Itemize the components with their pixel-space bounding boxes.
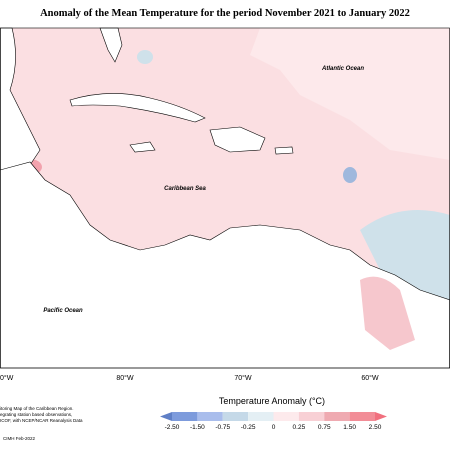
longitude-label: 0°W xyxy=(0,374,14,382)
legend-title: Temperature Anomaly (°C) xyxy=(219,396,325,406)
colorbar-tick-label: 0.25 xyxy=(293,424,306,431)
longitude-label: 80°W xyxy=(116,374,134,382)
colorbar-segment xyxy=(222,412,249,421)
atlantic-shade xyxy=(250,28,450,160)
cool-patch xyxy=(137,50,153,64)
colorbar-segment xyxy=(324,412,350,421)
credit: CIMH Feb-2022 xyxy=(3,436,36,441)
colorbar: -2.50 -1.50 -0.75 -0.25 0 0.25 0.75 1.50 2.50 xyxy=(160,412,387,431)
ocean-label: Atlantic Ocean xyxy=(321,66,364,72)
land xyxy=(69,93,206,123)
land xyxy=(209,126,266,153)
longitude-label: 70°W xyxy=(234,374,252,382)
footnote: itoring Map of the Caribbean Region. xyxy=(0,406,74,411)
footnote: ICOF, with NCEP/NCAR Reanalysis Data xyxy=(0,418,83,423)
colorbar-segment xyxy=(248,412,274,421)
colorbar-tick-label: 0 xyxy=(272,424,276,431)
ocean-label: Pacific Ocean xyxy=(43,308,83,314)
cool-patch xyxy=(343,167,357,183)
land xyxy=(0,161,450,369)
sea-label: Caribbean Sea xyxy=(164,186,206,192)
colorbar-tick-label: -0.75 xyxy=(215,424,230,431)
colorbar-tick-label: 0.75 xyxy=(318,424,331,431)
map: Atlantic Ocean Caribbean Sea Pacific Oce… xyxy=(0,27,450,382)
land xyxy=(274,146,294,155)
warm-patch xyxy=(360,276,415,350)
colorbar-segment xyxy=(298,412,325,421)
land xyxy=(0,27,41,171)
colorbar-segment xyxy=(349,412,375,421)
footnote: egrating station based observations, xyxy=(0,412,72,417)
colorbar-tick-label: 2.50 xyxy=(369,424,382,431)
colorbar-end xyxy=(160,412,172,421)
colorbar-end xyxy=(375,412,387,421)
colorbar-tick-label: -2.50 xyxy=(165,424,180,431)
land xyxy=(129,141,156,153)
colorbar-segment xyxy=(197,412,223,421)
colorbar-tick-label: 1.50 xyxy=(343,424,356,431)
colorbar-tick-label: -0.25 xyxy=(241,424,256,431)
longitude-label: 60°W xyxy=(361,374,379,382)
colorbar-segment xyxy=(172,412,198,421)
colorbar-tick-label: -1.50 xyxy=(190,424,205,431)
colorbar-segment xyxy=(273,412,299,421)
cool-patch xyxy=(360,210,450,310)
title: Anomaly of the Mean Temperature for the … xyxy=(40,8,410,19)
